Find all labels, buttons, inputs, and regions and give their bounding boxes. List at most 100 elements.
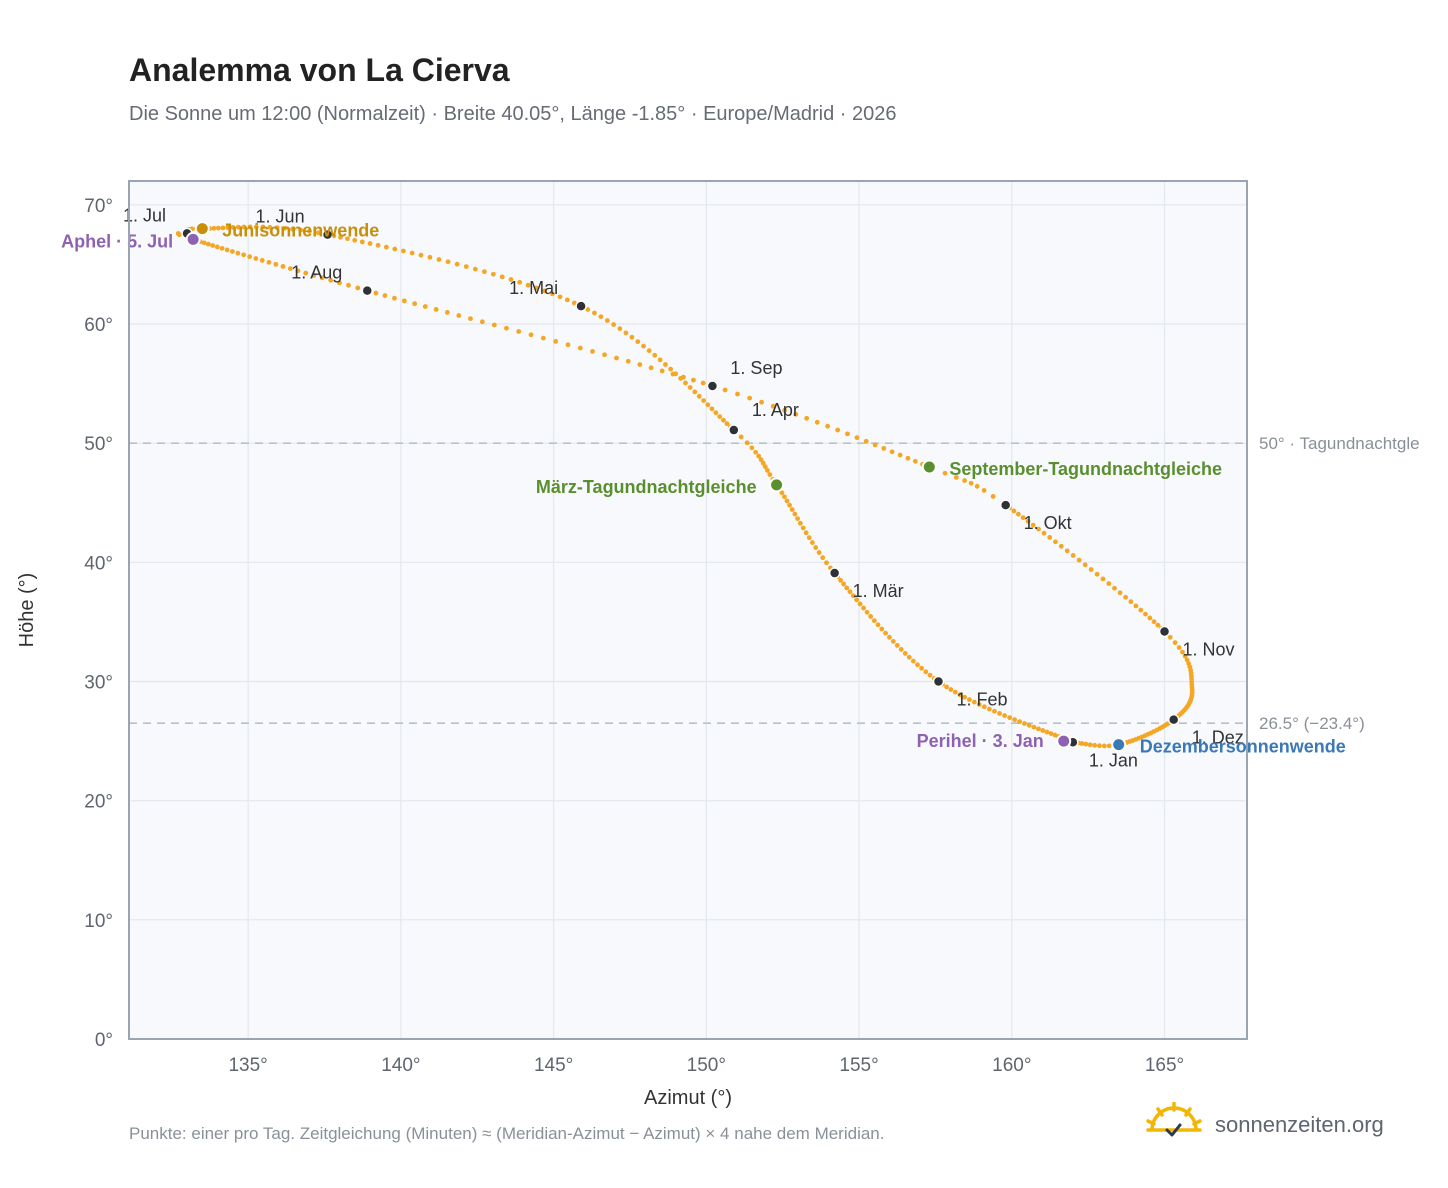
y-tick-label: 40° <box>84 553 113 574</box>
daily-sun-dot <box>241 252 247 258</box>
daily-sun-dot <box>468 316 473 322</box>
y-tick-label: 70° <box>84 196 113 217</box>
month-label: 1. Dez <box>1192 728 1244 748</box>
daily-sun-dot <box>871 618 877 624</box>
daily-sun-dot <box>220 225 226 231</box>
daily-sun-dot <box>845 431 850 437</box>
daily-sun-dot <box>259 257 265 263</box>
event-label: Junisonnenwende <box>222 221 379 241</box>
daily-sun-dot <box>792 511 798 517</box>
daily-sun-dot <box>585 307 591 312</box>
daily-sun-dot <box>753 449 759 455</box>
month-marker <box>321 228 334 241</box>
daily-sun-dot <box>516 329 522 334</box>
daily-sun-dot <box>230 249 235 254</box>
daily-sun-dot <box>738 434 744 440</box>
daily-sun-dot <box>230 224 236 230</box>
daily-sun-dot <box>412 301 418 307</box>
daily-sun-dot <box>392 295 397 301</box>
x-tick-label: 150° <box>687 1055 726 1076</box>
plot-area <box>129 181 1247 1039</box>
daily-sun-dot <box>280 264 286 269</box>
daily-sun-dot <box>749 445 755 451</box>
daily-sun-dot <box>287 266 293 272</box>
daily-sun-dot <box>517 279 523 285</box>
daily-sun-dot <box>670 371 676 377</box>
daily-sun-dot <box>479 319 485 325</box>
daily-sun-dot <box>971 699 977 705</box>
daily-sun-dot <box>359 239 365 245</box>
daily-sun-dot <box>491 322 497 328</box>
daily-sun-dot <box>976 702 982 707</box>
event-marker <box>769 477 785 493</box>
daily-sun-dot <box>782 407 788 413</box>
daily-sun-dot <box>210 243 216 248</box>
brand[interactable]: sonnenzeiten.org <box>1146 1102 1406 1146</box>
daily-sun-dot <box>758 457 764 463</box>
daily-sun-dot <box>577 345 583 351</box>
daily-sun-dot <box>659 368 665 374</box>
x-tick-label: 165° <box>1145 1055 1184 1076</box>
daily-sun-dot <box>722 387 728 393</box>
daily-sun-dot <box>764 468 770 473</box>
daily-sun-dot <box>844 585 850 591</box>
daily-sun-dot <box>1143 611 1148 617</box>
daily-sun-dot <box>854 435 860 441</box>
month-marker <box>828 567 841 579</box>
daily-sun-dot <box>962 694 968 700</box>
daily-sun-dot <box>1011 508 1017 514</box>
daily-sun-dot <box>337 280 342 286</box>
daily-sun-dot <box>224 247 230 253</box>
daily-sun-dot <box>472 266 478 272</box>
daily-sun-dot <box>1015 511 1021 517</box>
daily-sun-dot <box>565 342 571 348</box>
daily-sun-dot <box>598 314 604 320</box>
daily-sun-dot <box>311 273 317 278</box>
daily-sun-dot <box>454 261 460 267</box>
daily-sun-dot <box>445 259 451 265</box>
daily-sun-dot <box>717 414 723 419</box>
y-tick-label: 20° <box>84 792 113 813</box>
daily-sun-dot <box>557 294 563 300</box>
daily-sun-dot <box>804 415 810 421</box>
daily-sun-dot <box>564 297 570 303</box>
daily-sun-dot <box>352 237 358 243</box>
daily-sun-dot <box>611 322 617 327</box>
daily-sun-dot <box>700 380 706 386</box>
daily-sun-dot <box>806 535 812 541</box>
daily-sun-dot <box>253 224 259 230</box>
daily-sun-dot <box>303 270 309 276</box>
daily-sun-dot <box>463 264 469 270</box>
daily-sun-dot <box>383 244 389 250</box>
daily-sun-dot <box>1182 653 1188 659</box>
brand-name[interactable]: sonnenzeiten.org <box>1215 1112 1384 1137</box>
daily-sun-dot <box>789 507 795 512</box>
daily-sun-dot <box>266 259 272 265</box>
month-marker <box>361 284 374 297</box>
daily-sun-dot <box>894 643 900 648</box>
daily-sun-dot <box>1180 649 1185 655</box>
daily-sun-dot <box>705 402 711 408</box>
daily-sun-dot <box>1100 576 1106 582</box>
daily-sun-dot <box>1106 581 1112 587</box>
daily-sun-dot <box>306 228 312 234</box>
daily-sun-dot <box>986 706 992 712</box>
daily-sun-dot <box>762 464 768 470</box>
daily-sun-dot <box>872 442 878 448</box>
daily-sun-dot <box>422 304 428 309</box>
daily-sun-dot <box>641 343 646 349</box>
daily-sun-dot <box>942 470 948 476</box>
daily-sun-dot <box>1007 715 1013 721</box>
month-label: 1. Sep <box>730 358 782 378</box>
daily-sun-dot <box>1155 622 1161 628</box>
reference-line-label: 26.5° (−23.4°) <box>1259 714 1365 733</box>
daily-sun-dot <box>735 391 740 397</box>
daily-sun-dot <box>528 332 534 338</box>
daily-sun-dot <box>744 440 750 446</box>
daily-sun-dot <box>696 393 702 399</box>
daily-sun-dot <box>952 689 958 695</box>
daily-sun-dot <box>824 560 829 566</box>
daily-sun-dot <box>813 545 819 550</box>
month-label: 1. Jan <box>1089 750 1138 770</box>
daily-sun-dot <box>235 250 241 256</box>
